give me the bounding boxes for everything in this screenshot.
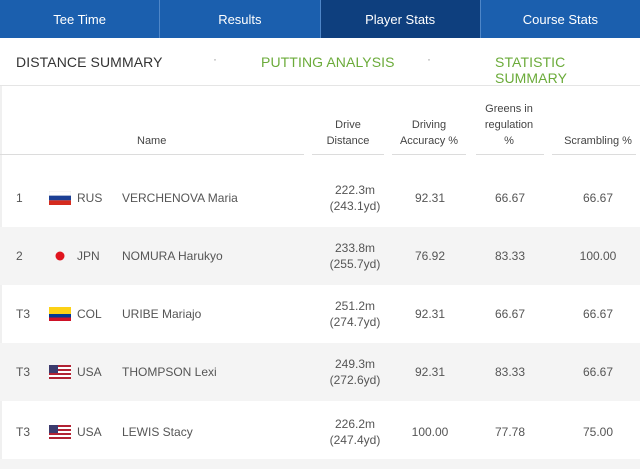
drive-distance-meters: 222.3m xyxy=(334,183,376,197)
position-cell: T3 xyxy=(16,425,31,439)
subnav-separator: · xyxy=(427,52,431,66)
subnav-statistic-summary[interactable]: STATISTIC SUMMARY xyxy=(495,54,568,86)
scrambling-cell: 66.67 xyxy=(582,365,614,379)
drive-distance-cell: 251.2m (274.7yd) xyxy=(300,298,410,330)
header-drive-distance-line1: Drive xyxy=(335,119,361,131)
player-name[interactable]: LEWIS Stacy xyxy=(122,425,193,439)
table-row[interactable]: 2 JPN NOMURA Harukyo 233.8m (255.7yd) 76… xyxy=(0,227,640,285)
header-driving-accuracy-line2: Accuracy % xyxy=(399,135,459,147)
header-divider xyxy=(312,154,384,155)
header-gir-line2: regulation xyxy=(484,119,534,131)
table-row[interactable]: 1 RUS VERCHENOVA Maria 222.3m (243.1yd) … xyxy=(0,169,640,227)
gir-cell: 66.67 xyxy=(494,191,526,205)
driving-accuracy-cell: 100.00 xyxy=(411,425,449,439)
country-code: JPN xyxy=(77,249,100,263)
position-cell: T3 xyxy=(16,307,31,321)
japan-flag-icon xyxy=(49,249,71,263)
drive-distance-meters: 226.2m xyxy=(334,417,376,431)
gir-cell: 83.33 xyxy=(494,365,526,379)
header-drive-distance[interactable]: Drive Distance xyxy=(318,117,378,149)
header-divider xyxy=(552,154,636,155)
drive-distance-yards: (255.7yd) xyxy=(329,257,381,271)
russia-flag-icon xyxy=(49,191,71,205)
usa-flag-icon xyxy=(49,365,71,379)
player-name[interactable]: THOMPSON Lexi xyxy=(122,365,217,379)
tab-tee-time[interactable]: Tee Time xyxy=(0,0,161,38)
subnav-putting-analysis[interactable]: PUTTING ANALYSIS xyxy=(261,54,395,70)
driving-accuracy-cell: 92.31 xyxy=(414,191,446,205)
usa-flag-icon xyxy=(49,425,71,439)
player-name[interactable]: URIBE Mariajo xyxy=(122,307,202,321)
gir-cell: 66.67 xyxy=(494,307,526,321)
country-code: RUS xyxy=(77,191,103,205)
sub-navigation: DISTANCE SUMMARY · PUTTING ANALYSIS · ST… xyxy=(0,38,640,86)
header-gir-line1: Greens in xyxy=(485,103,533,115)
drive-distance-meters: 251.2m xyxy=(334,299,376,313)
table-row[interactable]: T3 COL URIBE Mariajo 251.2m (274.7yd) 92… xyxy=(0,285,640,343)
tab-course-stats[interactable]: Course Stats xyxy=(522,11,598,27)
header-greens-in-regulation[interactable]: Greens in regulation % xyxy=(478,101,540,149)
drive-distance-cell: 222.3m (243.1yd) xyxy=(300,182,410,214)
country-code: COL xyxy=(77,307,102,321)
colombia-flag-icon xyxy=(49,307,71,321)
country-code: USA xyxy=(77,365,102,379)
player-name[interactable]: VERCHENOVA Maria xyxy=(122,191,238,205)
header-name[interactable]: Name xyxy=(137,135,167,147)
country-code: USA xyxy=(77,425,102,439)
drive-distance-yards: (247.4yd) xyxy=(329,433,381,447)
header-divider xyxy=(392,154,466,155)
gir-cell: 83.33 xyxy=(494,249,526,263)
top-tab-bar: Tee Time Results Player Stats Course Sta… xyxy=(0,0,640,38)
header-divider xyxy=(476,154,544,155)
tab-player-stats[interactable]: Player Stats xyxy=(320,0,481,38)
scrambling-cell: 100.00 xyxy=(579,249,617,263)
scrambling-cell: 66.67 xyxy=(582,307,614,321)
header-gir-line3: % xyxy=(504,135,514,147)
drive-distance-yards: (272.6yd) xyxy=(329,373,381,387)
driving-accuracy-cell: 92.31 xyxy=(414,365,446,379)
player-name[interactable]: NOMURA Harukyo xyxy=(122,249,223,263)
tab-results[interactable]: Results xyxy=(160,0,321,38)
header-drive-distance-line2: Distance xyxy=(326,135,370,147)
drive-distance-cell: 226.2m (247.4yd) xyxy=(300,416,410,448)
scrambling-cell: 75.00 xyxy=(582,425,614,439)
drive-distance-yards: (274.7yd) xyxy=(329,315,381,329)
header-divider xyxy=(0,154,304,155)
driving-accuracy-cell: 92.31 xyxy=(414,307,446,321)
position-cell: 1 xyxy=(16,191,23,205)
drive-distance-meters: 249.3m xyxy=(334,357,376,371)
subnav-distance-summary[interactable]: DISTANCE SUMMARY xyxy=(16,54,163,70)
drive-distance-cell: 233.8m (255.7yd) xyxy=(300,240,410,272)
position-cell: 2 xyxy=(16,249,23,263)
driving-accuracy-cell: 76.92 xyxy=(414,249,446,263)
drive-distance-meters: 233.8m xyxy=(334,241,376,255)
gir-cell: 77.78 xyxy=(494,425,526,439)
subnav-separator: · xyxy=(213,52,217,66)
drive-distance-cell: 249.3m (272.6yd) xyxy=(300,356,410,388)
header-driving-accuracy-line1: Driving xyxy=(411,119,447,131)
header-scrambling[interactable]: Scrambling % xyxy=(564,135,632,147)
next-row-peek xyxy=(0,459,640,469)
drive-distance-yards: (243.1yd) xyxy=(329,199,381,213)
table-row[interactable]: T3 USA LEWIS Stacy 226.2m (247.4yd) 100.… xyxy=(0,401,640,459)
table-row[interactable]: T3 USA THOMPSON Lexi 249.3m (272.6yd) 92… xyxy=(0,343,640,401)
position-cell: T3 xyxy=(16,365,31,379)
scrambling-cell: 66.67 xyxy=(582,191,614,205)
header-driving-accuracy[interactable]: Driving Accuracy % xyxy=(395,117,463,149)
